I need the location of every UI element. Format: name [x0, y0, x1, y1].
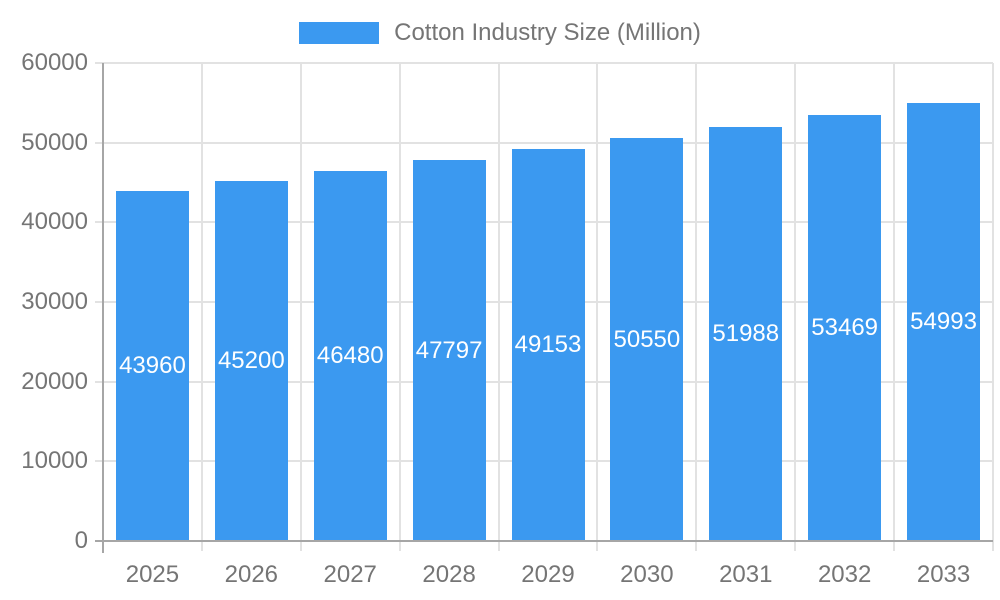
y-axis-line — [102, 63, 104, 553]
gridline-vertical — [596, 63, 599, 551]
bar-value-label: 47797 — [415, 336, 483, 364]
gridline-horizontal — [95, 62, 993, 64]
x-axis-tick-label: 2026 — [224, 561, 279, 588]
x-axis-tick-label: 2025 — [125, 561, 180, 588]
bar: 54993 — [907, 102, 981, 541]
gridline-vertical — [695, 63, 698, 551]
gridline-vertical — [893, 63, 896, 551]
bar: 53469 — [808, 115, 882, 541]
bar-value-label: 46480 — [316, 341, 384, 369]
gridline-vertical — [794, 63, 797, 551]
bar-value-label: 53469 — [811, 314, 879, 341]
y-axis-tick-label: 30000 — [21, 288, 88, 315]
y-axis-tick-label: 60000 — [21, 49, 88, 76]
x-axis-tick-label: 2028 — [422, 561, 476, 588]
y-axis-tick-label: 50000 — [21, 128, 88, 156]
y-axis-tick-label: 0 — [74, 527, 88, 554]
bar: 43960 — [115, 190, 189, 541]
legend-swatch — [299, 22, 380, 44]
x-axis-tick-label: 2033 — [916, 561, 971, 588]
bar: 47797 — [412, 160, 486, 541]
gridline-vertical — [299, 63, 302, 551]
gridline-vertical — [398, 63, 401, 551]
bar: 46480 — [313, 170, 387, 541]
x-axis-line — [95, 540, 993, 542]
y-axis-tick-label: 10000 — [21, 447, 88, 475]
bar: 50550 — [610, 138, 684, 541]
y-axis-tick-label: 20000 — [21, 367, 88, 395]
gridline-vertical — [200, 63, 203, 551]
bar-value-label: 51988 — [712, 319, 780, 347]
x-axis-tick-label: 2032 — [817, 561, 872, 588]
bar: 45200 — [214, 180, 288, 541]
bar-value-label: 49153 — [514, 331, 582, 359]
bar: 51988 — [709, 126, 783, 541]
bar: 49153 — [511, 149, 585, 541]
gridline-horizontal — [95, 141, 993, 144]
gridline-vertical — [992, 63, 994, 551]
bar-value-label: 54993 — [910, 307, 977, 335]
x-axis-tick-label: 2027 — [323, 561, 377, 588]
y-axis-tick-label: 40000 — [21, 208, 88, 236]
x-axis-tick-label: 2031 — [719, 561, 773, 588]
x-axis-tick-label: 2030 — [620, 561, 674, 588]
bar-value-label: 45200 — [217, 346, 285, 374]
gridline-vertical — [497, 63, 500, 551]
bar-value-label: 43960 — [119, 351, 186, 379]
legend-label: Cotton Industry Size (Million) — [394, 19, 701, 46]
x-axis-tick-label: 2029 — [521, 561, 575, 588]
bar-value-label: 50550 — [613, 325, 681, 353]
legend: Cotton Industry Size (Million) — [0, 19, 1000, 47]
